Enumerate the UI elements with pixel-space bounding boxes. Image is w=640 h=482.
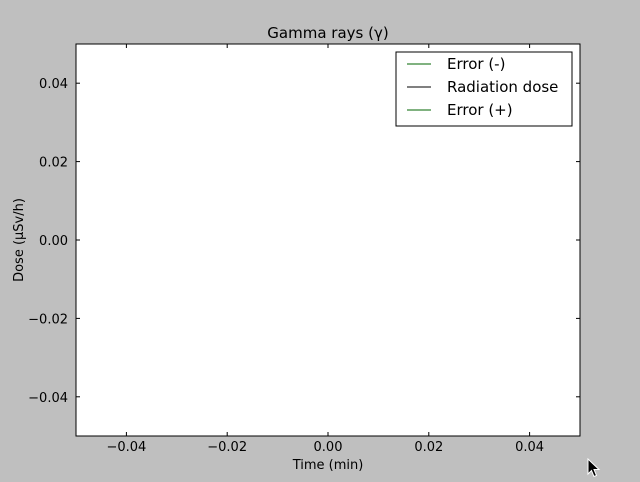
legend-label: Error (+) bbox=[447, 101, 513, 119]
chart-title: Gamma rays (γ) bbox=[267, 24, 388, 42]
mouse-cursor-icon bbox=[587, 458, 601, 478]
x-tick-label: −0.04 bbox=[106, 440, 146, 455]
x-tick-label: 0.02 bbox=[414, 440, 443, 455]
x-tick-label: −0.02 bbox=[207, 440, 247, 455]
x-axis-label: Time (min) bbox=[292, 458, 364, 473]
y-tick-label: 0.04 bbox=[39, 77, 68, 92]
x-axis-ticks: −0.04 −0.02 0.00 0.02 0.04 bbox=[106, 44, 544, 455]
y-tick-label: 0.00 bbox=[39, 234, 68, 249]
legend-label: Error (-) bbox=[447, 55, 505, 73]
legend-entries: Error (-) Radiation dose Error (+) bbox=[407, 55, 558, 119]
legend-label: Radiation dose bbox=[447, 78, 558, 96]
y-tick-label: 0.02 bbox=[39, 156, 68, 171]
x-tick-label: 0.00 bbox=[314, 440, 343, 455]
y-axis-label: Dose (µSv/h) bbox=[12, 198, 27, 282]
y-axis-ticks: −0.04 −0.02 0.00 0.02 0.04 bbox=[28, 77, 580, 406]
y-tick-label: −0.04 bbox=[28, 391, 68, 406]
y-tick-label: −0.02 bbox=[28, 312, 68, 327]
x-tick-label: 0.04 bbox=[515, 440, 544, 455]
legend: Error (-) Radiation dose Error (+) bbox=[395, 51, 573, 127]
